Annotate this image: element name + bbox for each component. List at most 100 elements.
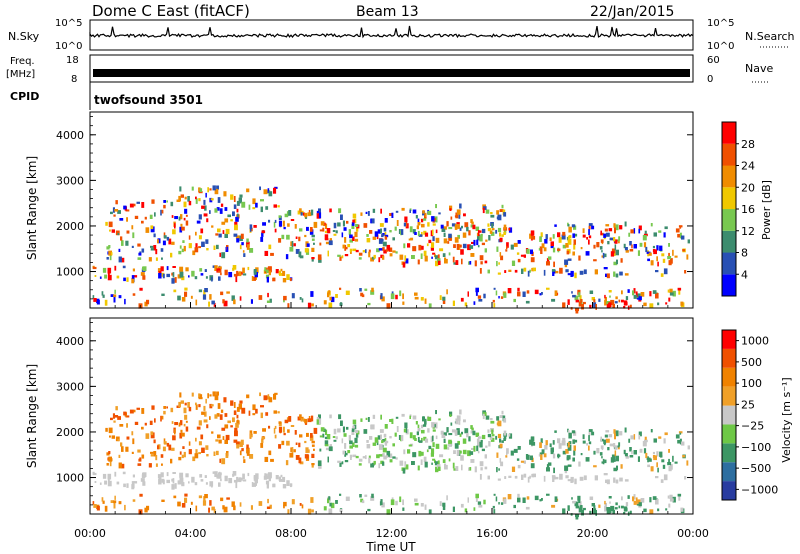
velocity-cell [663,474,668,481]
power-cell [420,218,424,223]
velocity-cell [431,422,435,428]
velocity-cell [668,458,670,465]
velocity-cell [608,434,613,438]
power-cell [609,237,614,241]
velocity-cell [148,463,152,468]
power-cell [534,289,539,295]
power-cell [278,270,281,275]
velocity-cell [579,501,582,506]
power-cell [174,216,178,220]
velocity-cell [681,441,685,446]
power-cell [270,252,274,256]
velocity-cell [543,453,547,458]
power-cell [352,236,355,241]
power-cell [311,238,315,241]
velocity-cell [213,508,216,513]
power-cell [223,300,228,307]
power-cell [333,233,337,236]
power-cell [157,239,159,244]
velocity-cell [501,440,504,443]
velocity-cell [482,413,485,420]
colorbar-tick-label: 16 [741,203,755,216]
power-cell [166,200,168,203]
velocity-cell [558,443,562,449]
power-cell [145,227,150,233]
velocity-cell [178,401,181,408]
velocity-cell [248,410,251,416]
velocity-cell [333,439,337,442]
power-cell [278,215,282,218]
velocity-cell [565,475,569,479]
velocity-cell [372,462,375,466]
velocity-cell [218,472,222,476]
velocity-cell [284,419,289,424]
power-cell [414,296,419,300]
power-cell [573,239,576,245]
freq-tick-bottom: 8 [71,74,77,85]
velocity-cell [402,507,405,511]
velocity-cell [267,498,269,504]
power-cell [105,221,108,226]
velocity-cell [493,509,496,514]
velocity-cell [600,445,604,449]
power-cell [298,236,301,242]
power-cell [123,277,126,282]
velocity-cell [629,455,634,458]
colorbar-tick-label: 500 [741,356,762,369]
power-cell [496,261,498,267]
power-cell [593,302,597,308]
velocity-cell [327,456,329,463]
colorbar-segment [722,209,736,231]
power-cell [372,236,377,240]
power-cell [554,290,558,296]
velocity-cell [344,460,349,463]
velocity-cell [572,457,575,462]
power-cell [629,241,632,246]
power-cell [596,242,600,248]
velocity-cell [616,445,620,448]
power-cell [349,248,352,252]
power-cell [93,298,97,302]
power-cell [451,223,456,227]
power-cell [449,208,452,211]
velocity-cell [242,479,247,482]
velocity-cell [619,431,623,436]
velocity-cell [459,409,462,415]
velocity-cell [121,463,125,469]
velocity-cell [672,455,674,462]
velocity-cell [253,475,257,481]
velocity-cell [500,461,504,467]
power-cell [230,219,233,222]
velocity-cell [437,460,440,466]
power-cell [669,292,674,296]
velocity-cell [659,451,663,457]
power-cell [516,252,520,255]
velocity-cell [505,455,508,458]
power-cell [232,211,235,217]
power-cell [249,226,252,232]
power-cell [554,224,557,227]
velocity-cell [355,430,359,433]
power-cell [378,238,383,244]
velocity-cell [580,505,583,509]
power-cell [420,245,424,250]
power-cell [428,303,432,308]
power-cell [133,203,136,207]
nsearch-label: N.Search [745,30,795,43]
velocity-cell [624,479,629,482]
power-cell [498,296,500,299]
power-cell [446,221,449,227]
velocity-cell [462,449,467,455]
power-cell [348,229,351,235]
power-cell [291,293,295,299]
velocity-cell [449,411,453,416]
velocity-cell [107,478,110,482]
power-cell [263,189,268,195]
x-tick-label: 04:00 [175,527,207,540]
velocity-cell [96,505,100,511]
velocity-cell [385,440,389,444]
power-cell [241,242,244,246]
power-cell [114,209,119,212]
